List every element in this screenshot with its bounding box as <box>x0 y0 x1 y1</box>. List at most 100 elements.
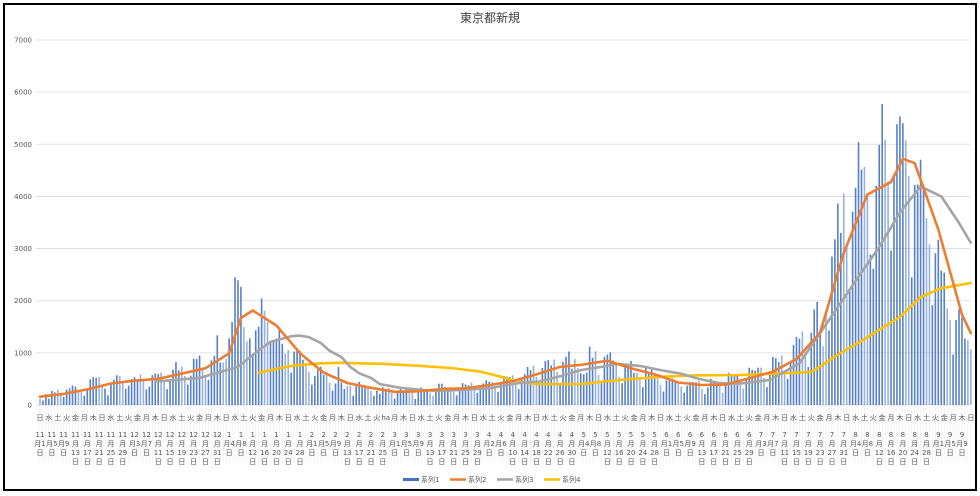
weekday-label: 木 <box>896 413 903 422</box>
y-tick-label: 2000 <box>14 297 32 305</box>
weekday-label: 水 <box>852 413 859 422</box>
bar <box>429 392 431 405</box>
date-label: 5 月8 日 <box>590 431 601 457</box>
date-label: 4 月 22 日 <box>544 431 553 466</box>
date-label: 11 月 17 日 <box>83 431 92 466</box>
date-label: 6 月 21 日 <box>721 431 730 466</box>
bar <box>432 395 434 405</box>
weekday-label: 月 <box>267 414 274 422</box>
date-label: 8 月 28 日 <box>922 431 931 466</box>
y-tick-label: 1000 <box>14 349 32 357</box>
bar <box>789 361 792 405</box>
weekday-label: 水 <box>232 413 239 422</box>
bar <box>322 374 325 405</box>
bar <box>216 335 219 405</box>
weekday-label: 水 <box>45 413 52 422</box>
bar <box>547 360 550 405</box>
date-label: 11 月 25 日 <box>106 431 115 466</box>
date-label: 12 月 19 日 <box>177 431 186 466</box>
bar <box>724 385 727 405</box>
bar <box>774 358 777 405</box>
bar <box>361 386 363 405</box>
weekday-label: 水 <box>728 413 735 422</box>
weekday-label: 火 <box>311 414 318 422</box>
bar <box>399 388 402 405</box>
weekday-label: 土 <box>737 413 744 422</box>
chart-title: 東京都新規 <box>460 10 520 25</box>
bar <box>56 389 59 405</box>
bar <box>195 358 198 405</box>
bar <box>754 370 756 405</box>
date-label: 3 月9 日 <box>413 431 424 457</box>
weekday-label: 日 <box>905 414 912 422</box>
weekday-label: 月 <box>701 414 708 422</box>
bar <box>845 245 848 405</box>
date-label: 5 月 24 日 <box>638 431 647 466</box>
weekday-label: 火 <box>622 414 629 422</box>
weekday-label: 木 <box>90 413 97 422</box>
bar <box>325 371 328 405</box>
bar <box>260 298 263 405</box>
weekday-label: 日 <box>223 414 230 422</box>
bar <box>612 360 615 405</box>
date-label: 3 月 29 日 <box>473 431 482 466</box>
date-label: 9 月1 日 <box>933 431 944 457</box>
bar <box>296 349 298 405</box>
bar <box>931 305 934 405</box>
weekday-label: 月 <box>577 414 584 422</box>
date-label: 6 月5 日 <box>673 431 684 457</box>
bar <box>116 375 118 405</box>
bar <box>319 366 322 405</box>
bar <box>89 379 92 405</box>
bar <box>952 354 954 405</box>
bar <box>349 385 352 405</box>
bar <box>881 103 883 406</box>
date-label: 8 月 12 日 <box>875 431 884 466</box>
y-tick-label: 0 <box>28 402 32 410</box>
weekday-label: 金 <box>196 413 203 422</box>
date-label: 11 月5 日 <box>46 431 57 457</box>
bar <box>59 395 62 405</box>
bar <box>127 385 130 405</box>
bar <box>68 388 71 405</box>
weekday-label: 月 <box>205 414 212 422</box>
legend-swatch-series1 <box>403 478 419 481</box>
bar <box>659 384 662 405</box>
bar <box>393 398 396 405</box>
bar <box>160 372 162 405</box>
weekday-label: 水 <box>914 413 921 422</box>
bar <box>340 382 343 405</box>
bar <box>792 345 795 405</box>
bar <box>62 396 65 405</box>
bar <box>529 370 532 405</box>
bar <box>183 376 186 405</box>
weekday-label: 金 <box>506 413 513 422</box>
bar <box>45 394 47 405</box>
date-label: 3 月 25 日 <box>461 431 470 466</box>
weekday-label: 日 <box>657 414 664 422</box>
weekday-label: 火 <box>560 414 567 422</box>
bar <box>704 394 706 405</box>
date-label: 7 月 15 日 <box>792 431 801 466</box>
weekday-label: 日 <box>161 414 168 422</box>
bar <box>240 286 242 405</box>
weekday-label: 土 <box>489 413 496 422</box>
bar <box>766 387 768 405</box>
bar <box>95 377 97 405</box>
date-label: 5 月4 日 <box>578 431 590 457</box>
bar <box>257 326 260 405</box>
bar <box>636 372 638 405</box>
bar <box>405 389 408 405</box>
bar <box>816 301 818 405</box>
weekday-label: 土 <box>116 413 123 422</box>
bar <box>243 327 245 405</box>
bar <box>919 159 922 405</box>
bar <box>851 211 854 405</box>
weekday-label: 月 <box>81 414 88 422</box>
series4-line <box>257 281 973 386</box>
bar <box>618 376 620 405</box>
bar <box>727 372 730 405</box>
weekday-label: 日 <box>37 414 44 422</box>
bar <box>541 367 544 405</box>
bar <box>621 383 623 405</box>
